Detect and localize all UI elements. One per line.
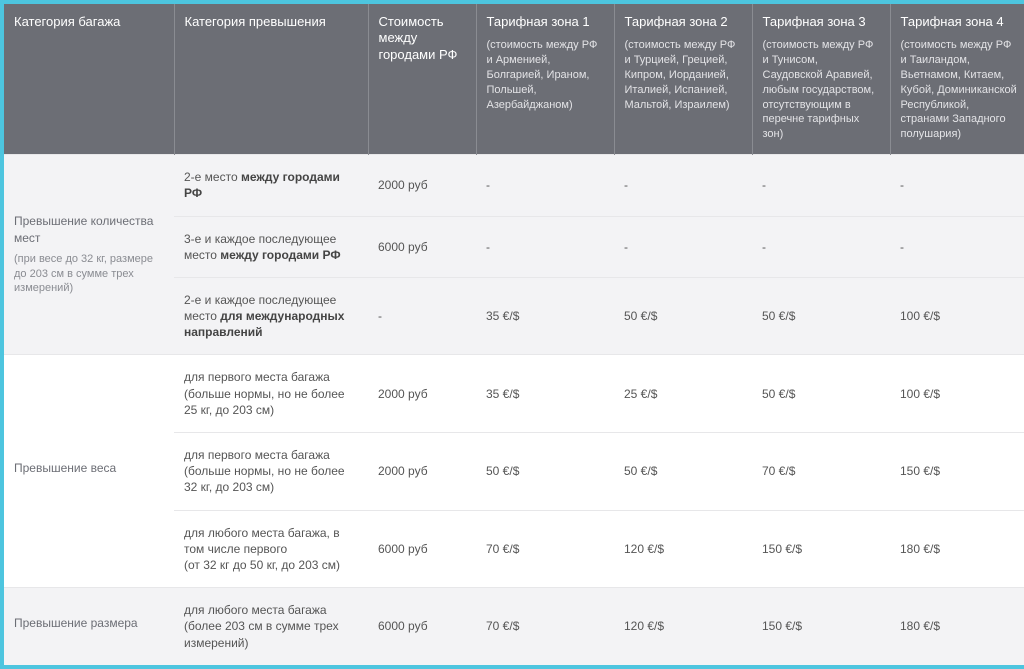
column-header-main: Тарифная зона 3 <box>763 14 880 30</box>
price-cell: 50 €/$ <box>476 433 614 511</box>
price-cell: 120 €/$ <box>614 588 752 665</box>
category-main: Превышение количества мест <box>14 213 164 245</box>
column-header-main: Тарифная зона 4 <box>901 14 1019 30</box>
table-header: Категория багажа Категория превышения Стои… <box>4 4 1024 155</box>
column-header-3: Тарифная зона 1 (стоимость между РФ и Арм… <box>476 4 614 155</box>
price-cell: 150 €/$ <box>752 588 890 665</box>
column-header-6: Тарифная зона 4 (стоимость между РФ и Таи… <box>890 4 1024 155</box>
column-header-main: Категория превышения <box>185 14 358 30</box>
price-cell: - <box>614 216 752 277</box>
price-cell: 35 €/$ <box>476 277 614 355</box>
price-cell: 6000 руб <box>368 588 476 665</box>
price-cell: 35 €/$ <box>476 355 614 433</box>
column-header-main: Стоимость между городами РФ <box>379 14 466 63</box>
price-cell: 70 €/$ <box>476 588 614 665</box>
table-row: Превышение размера для любого места багаж… <box>4 588 1024 665</box>
excess-description: 2-е и каждое последующее место для между… <box>174 277 368 355</box>
column-header-5: Тарифная зона 3 (стоимость между РФ и Тун… <box>752 4 890 155</box>
excess-description: для любого места багажа, в том числе пер… <box>174 510 368 588</box>
excess-description: для любого места багажа (более 203 см в … <box>174 588 368 665</box>
excess-description: 2-е место между городами РФ <box>174 155 368 216</box>
price-cell: 150 €/$ <box>890 433 1024 511</box>
column-header-sub: (стоимость между РФ и Таиландом, Вьетнам… <box>901 38 1019 142</box>
table-row: Превышение количества мест(при весе до 3… <box>4 155 1024 216</box>
price-cell: 70 €/$ <box>476 510 614 588</box>
baggage-fees-table: Категория багажа Категория превышения Стои… <box>4 4 1024 665</box>
column-header-main: Тарифная зона 2 <box>625 14 742 30</box>
price-cell: 100 €/$ <box>890 277 1024 355</box>
category-main: Превышение веса <box>14 460 164 476</box>
category-cell: Превышение количества мест (при весе до 3… <box>4 155 174 355</box>
price-cell: 150 €/$ <box>752 510 890 588</box>
column-header-main: Категория багажа <box>14 14 164 30</box>
column-header-0: Категория багажа <box>4 4 174 155</box>
category-cell: Превышение веса <box>4 355 174 588</box>
table-row: Превышение весадля первого места багажа … <box>4 355 1024 433</box>
column-header-2: Стоимость между городами РФ <box>368 4 476 155</box>
excess-description: 3-е и каждое последующее место между гор… <box>174 216 368 277</box>
price-cell: - <box>368 277 476 355</box>
price-cell: 100 €/$ <box>890 355 1024 433</box>
excess-description: для первого места багажа (больше нормы, … <box>174 355 368 433</box>
price-cell: 25 €/$ <box>614 355 752 433</box>
price-cell: - <box>890 155 1024 216</box>
column-header-main: Тарифная зона 1 <box>487 14 604 30</box>
category-main: Превышение размера <box>14 615 164 631</box>
category-cell: Превышение размера <box>4 588 174 665</box>
price-cell: 50 €/$ <box>614 433 752 511</box>
price-cell: 70 €/$ <box>752 433 890 511</box>
column-header-sub: (стоимость между РФ и Арменией, Болгарие… <box>487 38 604 112</box>
table-frame: Категория багажа Категория превышения Стои… <box>0 0 1024 669</box>
price-cell: 2000 руб <box>368 155 476 216</box>
price-cell: - <box>476 155 614 216</box>
excess-description: для первого места багажа (больше нормы, … <box>174 433 368 511</box>
column-header-sub: (стоимость между РФ и Турцией, Грецией, … <box>625 38 742 112</box>
price-cell: - <box>614 155 752 216</box>
price-cell: 2000 руб <box>368 355 476 433</box>
price-cell: 50 €/$ <box>752 277 890 355</box>
price-cell: 120 €/$ <box>614 510 752 588</box>
price-cell: 6000 руб <box>368 216 476 277</box>
price-cell: 6000 руб <box>368 510 476 588</box>
column-header-sub: (стоимость между РФ и Тунисом, Саудовско… <box>763 38 880 142</box>
price-cell: 180 €/$ <box>890 588 1024 665</box>
table-body: Превышение количества мест (при весе до 3… <box>4 155 1024 665</box>
price-cell: - <box>476 216 614 277</box>
price-cell: - <box>752 216 890 277</box>
column-header-1: Категория превышения <box>174 4 368 155</box>
price-cell: 180 €/$ <box>890 510 1024 588</box>
category-sub: (при весе до 32 кг, размере до 203 см в … <box>14 252 164 297</box>
price-cell: 50 €/$ <box>752 355 890 433</box>
price-cell: 50 €/$ <box>614 277 752 355</box>
column-header-4: Тарифная зона 2 (стоимость между РФ и Тур… <box>614 4 752 155</box>
price-cell: 2000 руб <box>368 433 476 511</box>
price-cell: - <box>890 216 1024 277</box>
price-cell: - <box>752 155 890 216</box>
